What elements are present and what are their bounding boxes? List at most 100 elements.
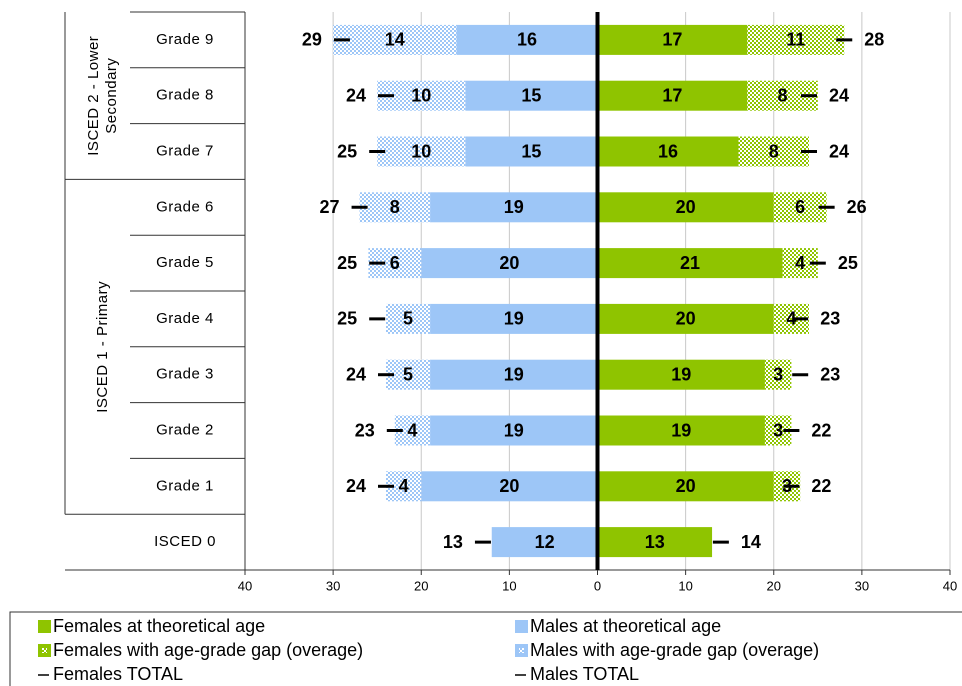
bar [491, 527, 598, 558]
value-label: 21 [680, 253, 700, 273]
value-label: 11 [786, 30, 805, 50]
value-label: 19 [671, 420, 691, 440]
category-label: Grade 2 [156, 421, 214, 438]
total-label: 26 [847, 197, 867, 217]
bar [430, 192, 598, 223]
value-label: 15 [521, 85, 541, 105]
total-label: 14 [741, 532, 761, 552]
bar [465, 80, 598, 111]
value-label: 4 [795, 253, 805, 273]
value-label: 13 [645, 532, 665, 552]
x-tick-label: 20 [767, 578, 781, 593]
category-label: ISCED 0 [154, 533, 216, 550]
total-label: 25 [337, 253, 357, 273]
value-label: 4 [786, 309, 796, 329]
value-label: 15 [521, 141, 541, 161]
bar [597, 471, 774, 502]
value-label: 16 [517, 30, 537, 50]
legend-swatch-hatch [519, 648, 524, 653]
value-label: 19 [504, 364, 524, 384]
x-tick-label: 20 [414, 578, 428, 593]
overage-bar [377, 136, 466, 167]
value-label: 20 [676, 197, 696, 217]
value-label: 6 [390, 253, 400, 273]
value-label: 3 [773, 420, 783, 440]
value-label: 8 [769, 141, 779, 161]
x-tick-label: 10 [678, 578, 692, 593]
value-label: 12 [535, 532, 555, 552]
overage-bar [747, 24, 845, 55]
category-label: Grade 7 [156, 142, 214, 159]
value-label: 19 [504, 420, 524, 440]
total-label: 23 [355, 420, 375, 440]
value-label: 8 [778, 85, 788, 105]
legend-swatch [38, 620, 51, 633]
bar [597, 80, 748, 111]
value-label: 3 [773, 364, 783, 384]
value-label: 20 [499, 476, 519, 496]
value-label: 4 [399, 476, 409, 496]
category-label: Grade 4 [156, 310, 214, 327]
total-label: 29 [302, 30, 322, 50]
bar [597, 527, 713, 558]
overage-bar [333, 24, 457, 55]
group-label: Secondary [103, 58, 120, 134]
total-label: 23 [820, 364, 840, 384]
bar [465, 136, 598, 167]
value-label: 6 [795, 197, 805, 217]
total-label: 23 [820, 309, 840, 329]
value-label: 10 [411, 141, 431, 161]
x-tick-label: 40 [238, 578, 252, 593]
total-label: 22 [811, 420, 831, 440]
value-label: 4 [407, 420, 417, 440]
value-label: 5 [403, 364, 413, 384]
total-label: 13 [443, 532, 463, 552]
bar [430, 303, 598, 334]
x-tick-label: 0 [594, 578, 601, 593]
bar [597, 359, 765, 390]
x-tick-label: 10 [502, 578, 516, 593]
x-tick-label: 30 [326, 578, 340, 593]
bar [421, 248, 598, 279]
group-label: ISCED 2 - Lower [85, 36, 102, 156]
category-label: Grade 8 [156, 87, 214, 104]
total-label: 28 [864, 30, 884, 50]
total-label: 24 [346, 85, 366, 105]
bar [597, 415, 765, 446]
total-label: 25 [337, 141, 357, 161]
legend-label: Females at theoretical age [53, 616, 265, 636]
value-label: 5 [403, 309, 413, 329]
total-label: 24 [829, 141, 849, 161]
category-label: Grade 9 [156, 31, 214, 48]
total-label: 22 [811, 476, 831, 496]
bar [421, 471, 598, 502]
value-label: 20 [499, 253, 519, 273]
bar [597, 248, 783, 279]
legend-label: Males with age-grade gap (overage) [530, 640, 819, 660]
overage-bar [773, 192, 827, 223]
bar [597, 136, 739, 167]
x-tick-label: 40 [943, 578, 957, 593]
legend-label: Females with age-grade gap (overage) [53, 640, 363, 660]
value-label: 19 [504, 309, 524, 329]
bar [430, 415, 598, 446]
overage-bar [764, 359, 792, 390]
category-label: Grade 3 [156, 366, 214, 383]
bar [597, 192, 774, 223]
bar [430, 359, 598, 390]
total-label: 27 [320, 197, 340, 217]
overage-bar [738, 136, 809, 167]
total-label: 24 [346, 476, 366, 496]
category-label: Grade 5 [156, 254, 214, 271]
legend-label: Males TOTAL [530, 664, 639, 684]
total-label: 24 [346, 364, 366, 384]
total-label: 25 [838, 253, 858, 273]
overage-bar [386, 303, 431, 334]
total-label: 25 [337, 309, 357, 329]
value-label: 10 [411, 85, 431, 105]
value-label: 20 [676, 476, 696, 496]
value-label: 17 [662, 85, 682, 105]
total-label: 24 [829, 85, 849, 105]
value-label: 14 [385, 30, 405, 50]
